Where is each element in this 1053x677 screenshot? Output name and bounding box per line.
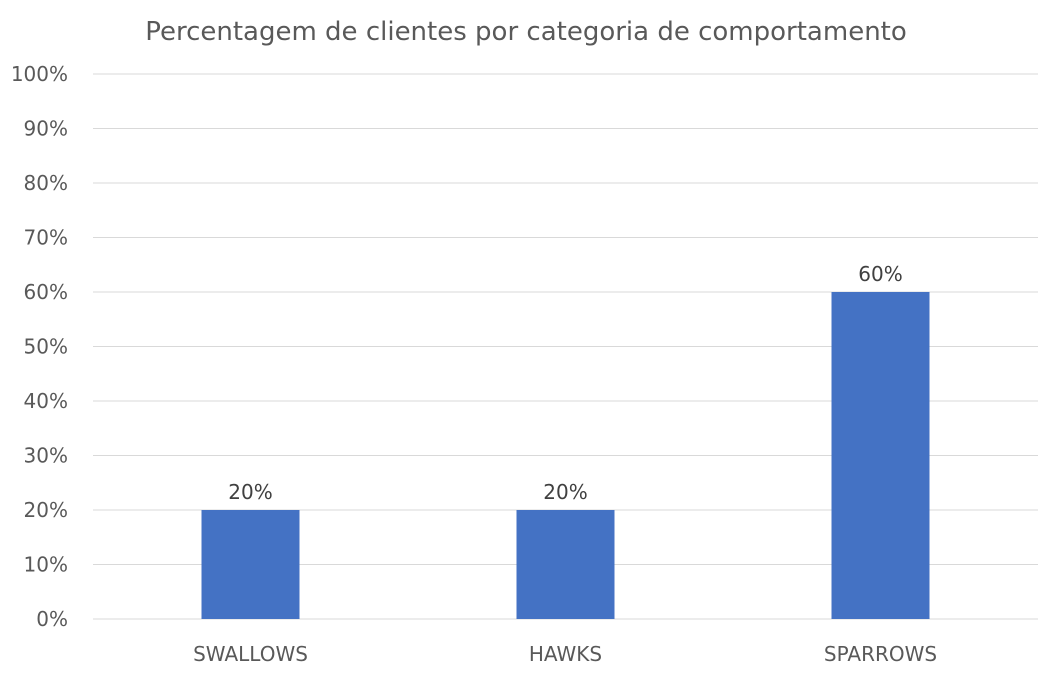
y-tick-label: 0% [36, 607, 68, 631]
y-tick-label: 70% [24, 226, 68, 250]
x-tick-label: HAWKS [529, 642, 602, 666]
y-tick-label: 90% [24, 117, 68, 141]
bar-sparrows [831, 292, 930, 619]
data-label: 60% [858, 262, 902, 286]
y-tick-label: 40% [24, 389, 68, 413]
chart-title: Percentagem de clientes por categoria de… [145, 17, 907, 47]
bar-swallows [201, 510, 300, 619]
data-labels: 20% 20% 60% [228, 262, 902, 504]
bars [201, 292, 930, 619]
y-tick-label: 80% [24, 171, 68, 195]
data-label: 20% [543, 480, 587, 504]
y-tick-label: 50% [24, 335, 68, 359]
y-tick-label: 30% [24, 444, 68, 468]
x-axis-ticks: SWALLOWS HAWKS SPARROWS [193, 642, 937, 666]
y-tick-label: 60% [24, 280, 68, 304]
y-tick-label: 100% [11, 62, 68, 86]
x-tick-label: SWALLOWS [193, 642, 308, 666]
bar-hawks [516, 510, 615, 619]
y-tick-label: 10% [24, 553, 68, 577]
x-tick-label: SPARROWS [824, 642, 937, 666]
data-label: 20% [228, 480, 272, 504]
y-tick-label: 20% [24, 498, 68, 522]
y-axis-ticks: 0% 10% 20% 30% 40% 50% 60% 70% 80% 90% 100% [11, 62, 68, 631]
